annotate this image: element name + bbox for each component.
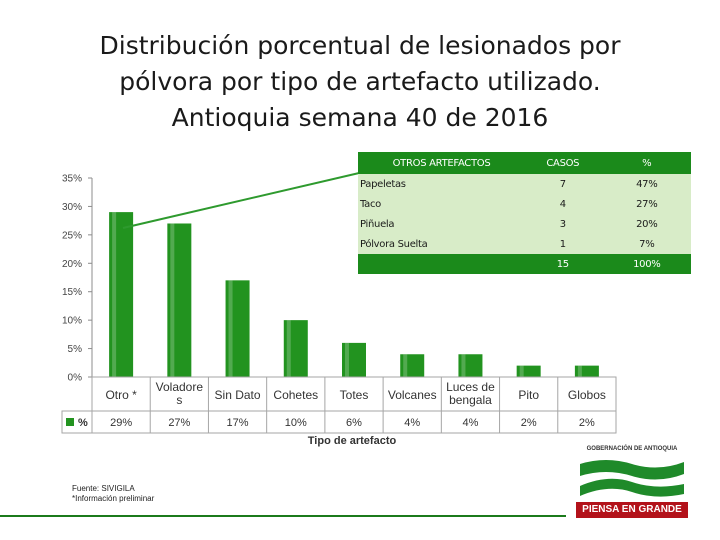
bar-highlight [461,354,466,377]
category-label: Otro * [105,388,137,402]
category-label: s [176,393,182,407]
title-line: Antioquia semana 40 de 2016 [171,103,549,132]
table-row: Papeletas 7 47% [358,174,691,194]
source-note: Fuente: SIVIGILA *Información preliminar [72,484,154,504]
cell-name: Papeletas [358,174,524,194]
bar-highlight [519,365,524,377]
logo-caption: GOBERNACIÓN DE ANTIOQUIA [586,446,678,452]
value-label: 2% [579,417,595,429]
title-line: pólvora por tipo de artefacto utilizado. [119,67,601,96]
category-label: bengala [449,393,492,407]
legend-label: % [78,417,88,429]
bar-highlight [112,212,117,377]
cell-casos: 1 [523,234,603,254]
bar [342,342,366,377]
cell-percent: 47% [602,174,691,194]
cell-percent: 27% [602,194,691,214]
category-label: Pito [518,388,539,402]
cell-percent: 7% [602,234,691,254]
value-label: 2% [521,417,537,429]
bar-highlight [345,342,349,377]
cell-total-percent: 100% [602,254,691,274]
bar [458,354,483,377]
bar [167,223,192,377]
value-label: 10% [285,417,307,429]
cell-name: Taco [358,194,524,214]
slide-title: Distribución porcentual de lesionados po… [40,28,680,136]
y-tick-label: 25% [62,230,82,241]
y-tick-label: 35% [62,174,82,185]
bar-highlight [577,365,582,377]
source-line: Fuente: SIVIGILA [72,484,135,493]
bar [225,280,250,377]
y-tick-label: 15% [62,287,82,298]
category-label: Totes [340,388,369,402]
cell-total-casos: 15 [523,254,603,274]
value-label: 27% [168,417,190,429]
footer-divider [0,515,566,517]
value-label: 6% [346,417,362,429]
y-tick-label: 10% [62,316,82,327]
category-label: Globos [568,388,606,402]
bar [400,354,425,377]
value-label: 4% [462,417,478,429]
y-axis: 0% 5% 10% 15% 20% 25% 30% 35% [62,174,93,384]
cell-total-label [358,254,524,274]
value-label: 17% [227,417,249,429]
category-label: Sin Dato [215,388,261,402]
cell-percent: 20% [602,214,691,234]
x-axis-title: Tipo de artefacto [308,435,397,447]
header-casos: CASOS [523,152,603,174]
otros-artefactos-table: OTROS ARTEFACTOS CASOS % Papeletas 7 47%… [358,152,691,274]
header-otros-artefactos: OTROS ARTEFACTOS [358,152,524,174]
preliminary-note: *Información preliminar [72,494,155,503]
y-tick-label: 5% [68,344,83,355]
table-total-row: 15 100% [358,254,691,274]
cell-name: Pólvora Suelta [358,234,524,254]
category-label: Voladore [156,380,204,394]
antioquia-flag-emblem-icon [580,460,684,497]
category-label: Cohetes [273,388,318,402]
value-row-frame [61,410,617,434]
value-label: 29% [110,417,132,429]
table-row: Pólvora Suelta 1 7% [358,234,691,254]
category-label: Luces de [446,380,495,394]
bar-highlight [403,354,408,377]
cell-casos: 7 [523,174,603,194]
callout-pointer-line [122,169,373,229]
title-line: Distribución porcentual de lesionados po… [99,31,621,60]
bar [516,365,541,377]
bar-highlight [228,280,233,377]
y-tick-label: 20% [62,259,82,270]
table-row: Taco 4 27% [358,194,691,214]
category-label: Volcanes [388,388,437,402]
cell-casos: 3 [523,214,603,234]
y-tick-label: 0% [68,373,83,384]
table-row: Piñuela 3 20% [358,214,691,234]
y-tick-label: 30% [62,202,82,213]
logo-slogan: PIENSA EN GRANDE [576,502,688,518]
header-percent: % [602,152,691,174]
table-header-row: OTROS ARTEFACTOS CASOS % [358,152,691,174]
bar-highlight [170,223,175,377]
bar [574,365,599,377]
cell-name: Piñuela [358,214,524,234]
gobernacion-logo: GOBERNACIÓN DE ANTIOQUIA PIENSA EN GRAND… [572,440,692,520]
bar [283,320,308,377]
bars [109,212,599,377]
legend-swatch [66,418,74,426]
cell-casos: 4 [523,194,603,214]
bar-highlight [286,320,291,377]
value-label: 4% [404,417,420,429]
bar [109,212,134,377]
